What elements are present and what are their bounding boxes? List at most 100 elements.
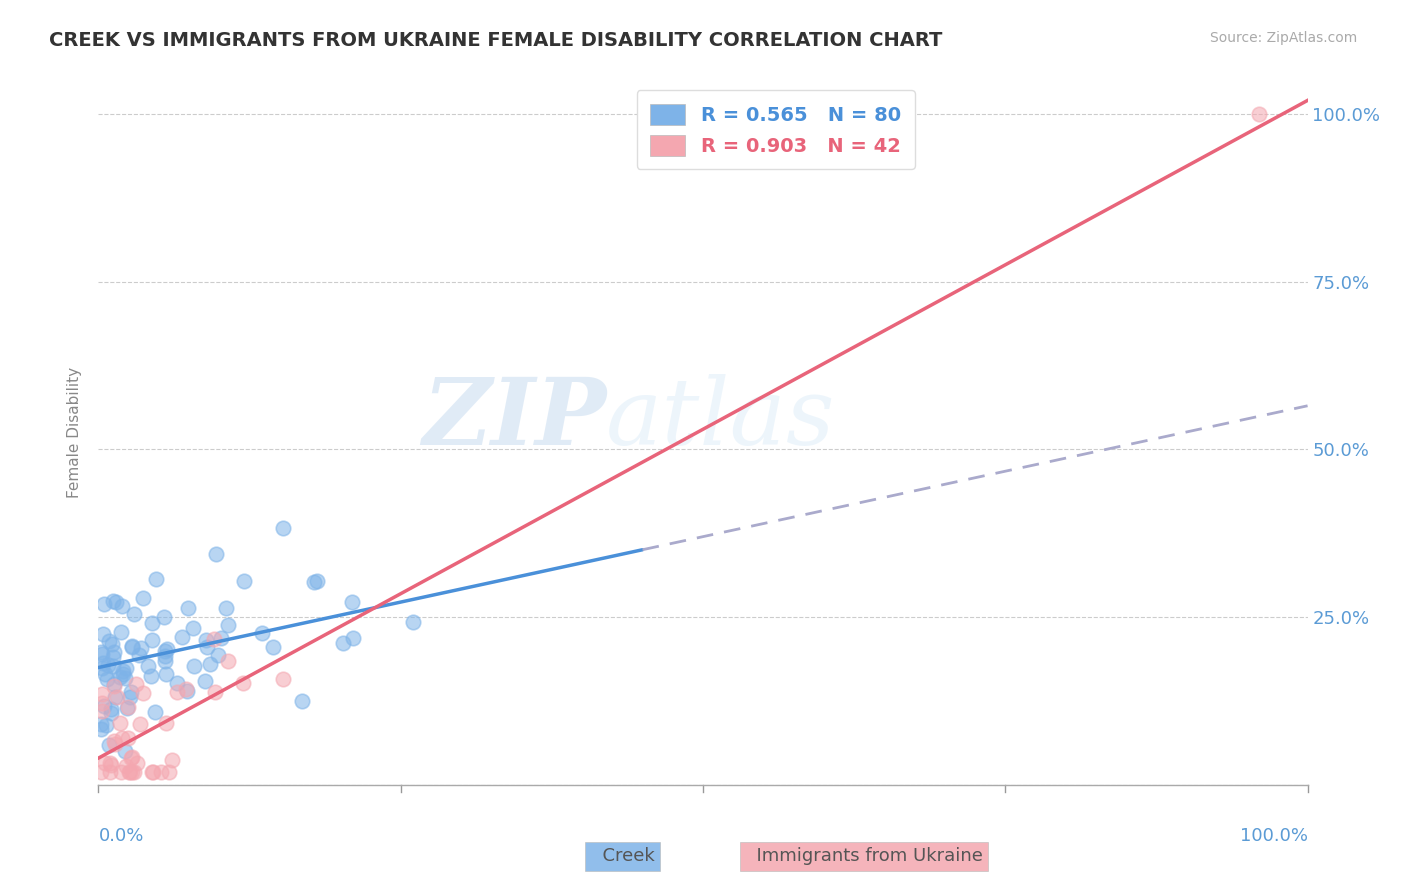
Point xyxy=(128,717,150,731)
Point xyxy=(166,685,188,699)
Point xyxy=(149,764,172,779)
Text: 0.0%: 0.0% xyxy=(98,827,143,846)
Point xyxy=(125,756,148,770)
Point xyxy=(402,615,425,630)
Point xyxy=(128,648,150,662)
Point xyxy=(104,595,127,609)
Point xyxy=(103,677,125,691)
Point xyxy=(204,685,226,699)
Point xyxy=(93,597,115,611)
Point xyxy=(120,685,142,699)
Text: 100.0%: 100.0% xyxy=(1240,827,1308,846)
Point xyxy=(120,750,142,764)
Point xyxy=(93,699,115,714)
Point xyxy=(114,744,136,758)
Point xyxy=(94,718,117,732)
Point xyxy=(120,690,142,705)
Point xyxy=(155,667,177,681)
Point xyxy=(115,701,138,715)
Point xyxy=(91,656,114,670)
Point xyxy=(122,607,145,621)
Point xyxy=(271,672,294,686)
Point xyxy=(155,716,177,731)
Point xyxy=(97,658,120,673)
Point xyxy=(112,664,135,678)
Point xyxy=(111,599,134,613)
Point xyxy=(110,731,132,746)
Point xyxy=(117,731,139,745)
Point xyxy=(90,723,112,737)
Point xyxy=(121,639,143,653)
Point xyxy=(104,737,127,751)
Point xyxy=(90,647,112,661)
Point xyxy=(273,521,295,535)
Text: atlas: atlas xyxy=(606,374,835,464)
Point xyxy=(166,675,188,690)
Point xyxy=(91,697,114,711)
Point xyxy=(131,591,153,606)
Point xyxy=(141,615,163,630)
Text: Source: ZipAtlas.com: Source: ZipAtlas.com xyxy=(1209,31,1357,45)
Point xyxy=(153,648,176,663)
Point xyxy=(1249,107,1271,121)
Point xyxy=(195,640,218,654)
Point xyxy=(117,700,139,714)
Point xyxy=(145,572,167,586)
Point xyxy=(103,645,125,659)
Point xyxy=(105,690,128,704)
Point xyxy=(100,706,122,720)
Point xyxy=(142,764,165,779)
Point xyxy=(90,717,112,731)
Point xyxy=(176,682,198,697)
Point xyxy=(156,642,179,657)
Point xyxy=(160,753,183,767)
Point xyxy=(152,609,174,624)
Point xyxy=(153,644,176,658)
Text: Creek: Creek xyxy=(591,847,654,865)
Point xyxy=(198,657,221,672)
Point xyxy=(209,631,232,645)
Point xyxy=(342,632,364,646)
Legend: R = 0.565   N = 80, R = 0.903   N = 42: R = 0.565 N = 80, R = 0.903 N = 42 xyxy=(637,90,914,169)
Point xyxy=(90,687,112,701)
Point xyxy=(108,670,131,684)
Point xyxy=(217,618,239,632)
Point xyxy=(207,648,229,662)
Y-axis label: Female Disability: Female Disability xyxy=(67,367,83,499)
Point xyxy=(91,704,114,718)
Point xyxy=(103,650,125,665)
Point xyxy=(302,574,325,589)
Point xyxy=(141,764,163,779)
Point xyxy=(118,764,141,779)
Point xyxy=(98,756,121,771)
Text: ZIP: ZIP xyxy=(422,374,606,464)
Point xyxy=(132,686,155,700)
Point xyxy=(129,640,152,655)
Text: CREEK VS IMMIGRANTS FROM UKRAINE FEMALE DISABILITY CORRELATION CHART: CREEK VS IMMIGRANTS FROM UKRAINE FEMALE … xyxy=(49,31,942,50)
Point xyxy=(90,661,112,675)
Point xyxy=(205,547,228,561)
Point xyxy=(332,636,354,650)
Point xyxy=(90,764,112,779)
Point xyxy=(100,757,122,772)
Point xyxy=(121,640,143,654)
Point xyxy=(101,658,124,673)
Point xyxy=(110,764,132,779)
Point xyxy=(122,764,145,779)
Point xyxy=(90,645,112,659)
Point xyxy=(305,574,328,588)
Point xyxy=(204,632,226,646)
Point xyxy=(101,594,124,608)
Point xyxy=(100,702,122,716)
Point xyxy=(340,595,363,609)
Point xyxy=(121,764,143,779)
Point xyxy=(114,671,136,685)
Point xyxy=(194,674,217,689)
Point xyxy=(217,654,239,668)
Point xyxy=(101,637,124,651)
Point xyxy=(153,654,176,668)
Point xyxy=(125,676,148,690)
Point xyxy=(94,756,117,770)
Point xyxy=(114,661,136,675)
Point xyxy=(194,633,217,648)
